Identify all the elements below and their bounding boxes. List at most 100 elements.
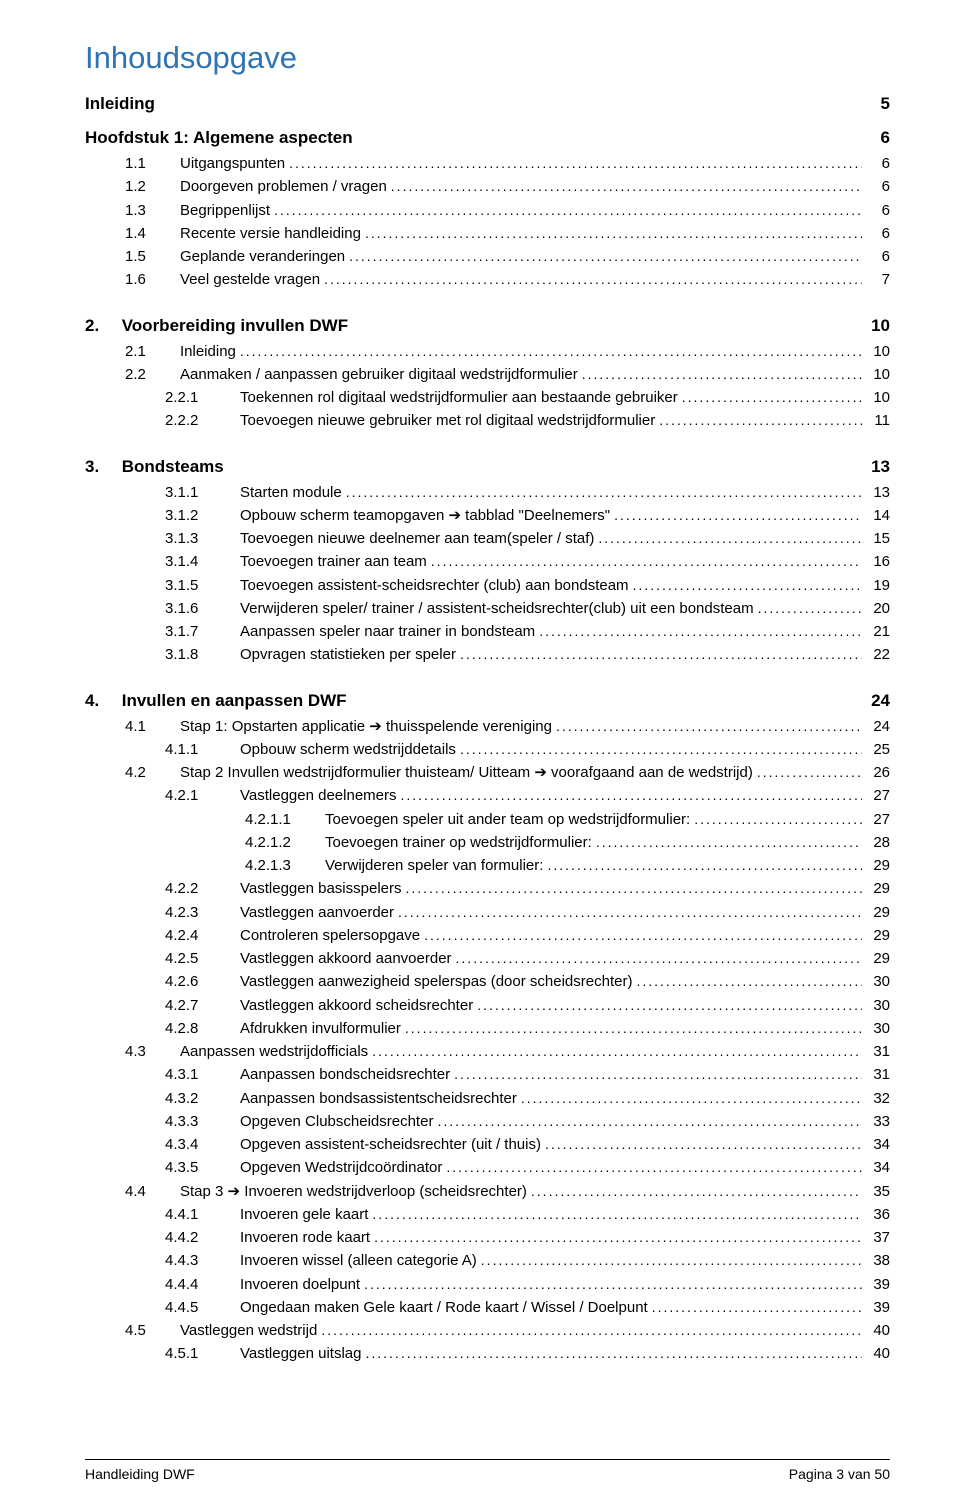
- page-title: Inhoudsopgave: [85, 40, 890, 76]
- toc-entry-page: 34: [866, 1133, 890, 1156]
- toc-entry-label: Opgeven assistent-scheidsrechter (uit / …: [240, 1133, 541, 1156]
- toc-entry-page: 29: [866, 947, 890, 970]
- toc-leader-dots: [365, 222, 862, 245]
- toc-leader-dots: [652, 1296, 862, 1319]
- toc-leader-dots: [454, 1063, 862, 1086]
- toc-entry-page: 13: [866, 481, 890, 504]
- toc-entry-label: Vastleggen akkoord scheidsrechter: [240, 994, 473, 1017]
- toc-entry-number: 3.1.2: [165, 504, 240, 527]
- toc-entry-number: 1.4: [125, 222, 180, 245]
- toc-entry: 4.2.4Controleren spelersopgave29: [85, 924, 890, 947]
- toc-leader-dots: [682, 386, 862, 409]
- toc-entry-number: 4.3.2: [165, 1087, 240, 1110]
- toc-entry: 1.2Doorgeven problemen / vragen6: [85, 175, 890, 198]
- toc-entry-number: 4.4.4: [165, 1273, 240, 1296]
- toc-entry-label: Veel gestelde vragen: [180, 268, 320, 291]
- page-footer: Handleiding DWF Pagina 3 van 50: [85, 1459, 890, 1482]
- toc-entry-label: Stap 2 Invullen wedstrijdformulier thuis…: [180, 761, 753, 784]
- toc-leader-dots: [364, 1273, 862, 1296]
- toc-heading-label: 2. Voorbereiding invullen DWF: [85, 316, 348, 336]
- toc-entry-label: Vastleggen uitslag: [240, 1342, 361, 1365]
- toc-leader-dots: [460, 643, 862, 666]
- toc-entry-page: 16: [866, 550, 890, 573]
- toc-entry: 4.5.1Vastleggen uitslag40: [85, 1342, 890, 1365]
- toc-entry-number: 4.2.4: [165, 924, 240, 947]
- toc-entry-label: Opbouw scherm teamopgaven ➔ tabblad "Dee…: [240, 504, 610, 527]
- toc-entry-number: 4.4.1: [165, 1203, 240, 1226]
- toc-heading-label: 4. Invullen en aanpassen DWF: [85, 691, 347, 711]
- toc-entry-page: 7: [866, 268, 890, 291]
- toc-leader-dots: [636, 970, 862, 993]
- toc-leader-dots: [349, 245, 862, 268]
- page: Inhoudsopgave Inleiding5Hoofdstuk 1: Alg…: [0, 0, 960, 1510]
- toc-entry-number: 4.3.1: [165, 1063, 240, 1086]
- toc-leader-dots: [598, 527, 862, 550]
- toc-entry-page: 10: [866, 363, 890, 386]
- toc-entry-number: 4.2.3: [165, 901, 240, 924]
- toc-entry-label: Controleren spelersopgave: [240, 924, 420, 947]
- toc-entry: 4.1Stap 1: Opstarten applicatie ➔ thuiss…: [85, 715, 890, 738]
- toc-entry-number: 4.3: [125, 1040, 180, 1063]
- toc-entry-number: 1.2: [125, 175, 180, 198]
- toc-entry-number: 1.6: [125, 268, 180, 291]
- toc-leader-dots: [481, 1249, 862, 1272]
- toc-entry: 4.2.1.2Toevoegen trainer op wedstrijdfor…: [85, 831, 890, 854]
- toc-entry-page: 29: [866, 854, 890, 877]
- toc-entry-page: 30: [866, 970, 890, 993]
- toc-entry-number: 4.2: [125, 761, 180, 784]
- toc-leader-dots: [405, 1017, 862, 1040]
- toc-entry-number: 4.2.1.3: [245, 854, 325, 877]
- toc-entry-label: Ongedaan maken Gele kaart / Rode kaart /…: [240, 1296, 648, 1319]
- toc-entry-number: 4.2.1.2: [245, 831, 325, 854]
- toc-leader-dots: [289, 152, 862, 175]
- toc-entry-label: Toevoegen nieuwe deelnemer aan team(spel…: [240, 527, 594, 550]
- toc-entry-label: Stap 3 ➔ Invoeren wedstrijdverloop (sche…: [180, 1180, 527, 1203]
- toc-entry-label: Toevoegen assistent-scheidsrechter (club…: [240, 574, 629, 597]
- toc-heading: Inleiding5: [85, 94, 890, 114]
- toc-entry-label: Aanpassen speler naar trainer in bondste…: [240, 620, 535, 643]
- toc-entry-number: 4.2.2: [165, 877, 240, 900]
- toc-entry-number: 1.1: [125, 152, 180, 175]
- toc-leader-dots: [758, 597, 862, 620]
- toc-leader-dots: [431, 550, 862, 573]
- toc-entry: 1.3Begrippenlijst6: [85, 199, 890, 222]
- toc-entry-label: Aanpassen wedstrijdofficials: [180, 1040, 368, 1063]
- toc-entry: 4.4.4Invoeren doelpunt39: [85, 1273, 890, 1296]
- toc-entry-number: 4.2.1.1: [245, 808, 325, 831]
- toc-entry: 4.3.5Opgeven Wedstrijdcoördinator34: [85, 1156, 890, 1179]
- toc-entry: 4.4.5Ongedaan maken Gele kaart / Rode ka…: [85, 1296, 890, 1319]
- toc-entry-page: 40: [866, 1342, 890, 1365]
- toc-entry-page: 32: [866, 1087, 890, 1110]
- toc-entry-page: 11: [866, 409, 890, 432]
- table-of-contents: Inleiding5Hoofdstuk 1: Algemene aspecten…: [85, 94, 890, 1366]
- toc-entry-label: Aanmaken / aanpassen gebruiker digitaal …: [180, 363, 578, 386]
- toc-entry-number: 4.3.5: [165, 1156, 240, 1179]
- toc-entry-label: Toevoegen speler uit ander team op wedst…: [325, 808, 690, 831]
- toc-leader-dots: [633, 574, 862, 597]
- toc-entry-label: Doorgeven problemen / vragen: [180, 175, 387, 198]
- toc-leader-dots: [365, 1342, 862, 1365]
- toc-entry: 4.2.1.3Verwijderen speler van formulier:…: [85, 854, 890, 877]
- toc-entry-label: Aanpassen bondsassistentscheidsrechter: [240, 1087, 517, 1110]
- toc-entry-page: 21: [866, 620, 890, 643]
- toc-entry-number: 2.2.1: [165, 386, 240, 409]
- toc-entry: 4.2.3Vastleggen aanvoerder29: [85, 901, 890, 924]
- toc-entry-label: Afdrukken invulformulier: [240, 1017, 401, 1040]
- toc-entry-page: 19: [866, 574, 890, 597]
- toc-entry-label: Toevoegen nieuwe gebruiker met rol digit…: [240, 409, 655, 432]
- toc-leader-dots: [545, 1133, 862, 1156]
- toc-entry: 4.3.2Aanpassen bondsassistentscheidsrech…: [85, 1087, 890, 1110]
- toc-entry-number: 3.1.4: [165, 550, 240, 573]
- toc-entry-number: 1.5: [125, 245, 180, 268]
- toc-entry-label: Opgeven Wedstrijdcoördinator: [240, 1156, 442, 1179]
- toc-entry: 2.2.2Toevoegen nieuwe gebruiker met rol …: [85, 409, 890, 432]
- toc-entry-page: 6: [866, 222, 890, 245]
- toc-leader-dots: [446, 1156, 862, 1179]
- toc-entry-number: 4.5: [125, 1319, 180, 1342]
- toc-entry: 3.1.1Starten module13: [85, 481, 890, 504]
- toc-entry-page: 39: [866, 1296, 890, 1319]
- toc-entry-label: Vastleggen deelnemers: [240, 784, 397, 807]
- toc-entry-label: Verwijderen speler/ trainer / assistent-…: [240, 597, 754, 620]
- toc-entry-number: 2.1: [125, 340, 180, 363]
- toc-leader-dots: [346, 481, 862, 504]
